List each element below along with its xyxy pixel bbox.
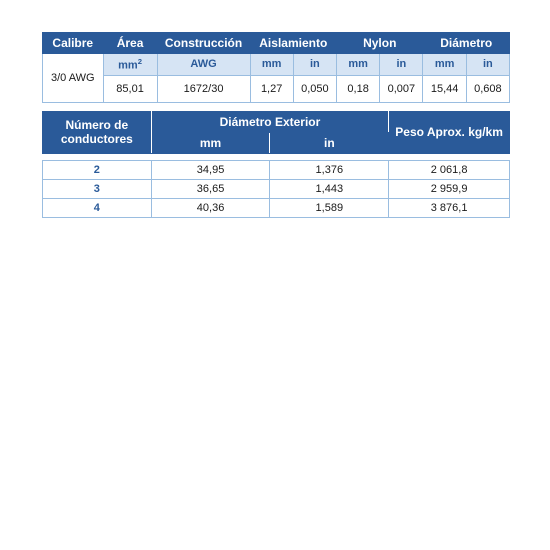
unit-dia-mm: mm <box>423 54 466 76</box>
unit-nyl-in: in <box>380 54 423 76</box>
cell-dia-in: 0,608 <box>466 75 509 102</box>
col-diametro: Diámetro <box>423 33 510 54</box>
unit-construccion: AWG <box>157 54 250 76</box>
cell-dia-mm: 15,44 <box>423 75 466 102</box>
cell-peso: 3 876,1 <box>389 198 510 217</box>
spec-table-1: Calibre Área Construcción Aislamiento Ny… <box>42 32 510 103</box>
col-calibre: Calibre <box>43 33 104 54</box>
cell-calibre: 3/0 AWG <box>43 54 104 103</box>
unit-aisl-mm: mm <box>250 54 293 76</box>
unit-aisl-in: in <box>293 54 336 76</box>
unit-area: mm2 <box>103 54 157 76</box>
cell-n: 4 <box>43 198 152 217</box>
spacer-row <box>43 153 510 160</box>
unit-ext-in: in <box>270 132 389 153</box>
col-peso: Peso Aprox. kg/km <box>389 111 510 153</box>
cell-n: 2 <box>43 160 152 179</box>
cell-nyl-in: 0,007 <box>380 75 423 102</box>
table-row: 4 40,36 1,589 3 876,1 <box>43 198 510 217</box>
table-subheader-row: 3/0 AWG mm2 AWG mm in mm in mm in <box>43 54 510 76</box>
table-row: 3 36,65 1,443 2 959,9 <box>43 179 510 198</box>
unit-ext-mm: mm <box>151 132 270 153</box>
cell-in: 1,589 <box>270 198 389 217</box>
cell-construccion: 1672/30 <box>157 75 250 102</box>
col-construccion: Construcción <box>157 33 250 54</box>
table-header-row: Calibre Área Construcción Aislamiento Ny… <box>43 33 510 54</box>
col-area: Área <box>103 33 157 54</box>
spec-table-2: Número de conductores Diámetro Exterior … <box>42 111 510 218</box>
cell-in: 1,376 <box>270 160 389 179</box>
cell-mm: 34,95 <box>151 160 270 179</box>
col-diametro-ext: Diámetro Exterior <box>151 111 389 132</box>
cell-area: 85,01 <box>103 75 157 102</box>
cell-peso: 2 959,9 <box>389 179 510 198</box>
col-numero: Número de conductores <box>43 111 152 153</box>
cell-in: 1,443 <box>270 179 389 198</box>
cell-aisl-mm: 1,27 <box>250 75 293 102</box>
table2-header-row: Número de conductores Diámetro Exterior … <box>43 111 510 132</box>
cell-aisl-in: 0,050 <box>293 75 336 102</box>
cell-n: 3 <box>43 179 152 198</box>
cell-peso: 2 061,8 <box>389 160 510 179</box>
table-row: 85,01 1672/30 1,27 0,050 0,18 0,007 15,4… <box>43 75 510 102</box>
cell-mm: 40,36 <box>151 198 270 217</box>
unit-nyl-mm: mm <box>337 54 380 76</box>
col-aislamiento: Aislamiento <box>250 33 336 54</box>
unit-dia-in: in <box>466 54 509 76</box>
cell-mm: 36,65 <box>151 179 270 198</box>
table-row: 2 34,95 1,376 2 061,8 <box>43 160 510 179</box>
cell-nyl-mm: 0,18 <box>337 75 380 102</box>
col-nylon: Nylon <box>337 33 423 54</box>
